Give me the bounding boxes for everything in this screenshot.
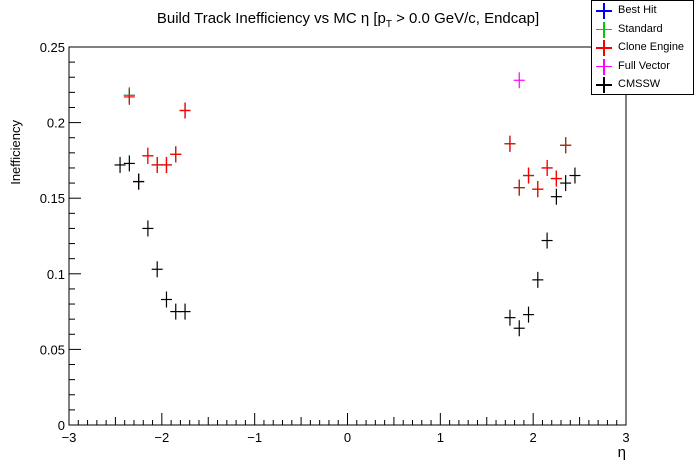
legend-label: Standard [618,22,663,35]
data-point [179,303,191,320]
data-point [560,137,572,154]
data-point [170,146,182,163]
legend-entry: Full Vector [592,58,693,76]
series-full-vector [513,72,525,89]
data-point [513,179,525,196]
chart-title-rest: > 0.0 GeV/c, Endcap] [392,10,539,27]
data-point [114,156,126,173]
plot-frame [68,46,627,426]
y-tick-label: 0.05 [40,342,65,357]
legend-entry: CMSSW [592,76,693,94]
data-point [151,156,163,173]
data-point [513,320,525,337]
data-point [541,232,553,249]
data-point [532,271,544,288]
x-tick-label: −3 [62,430,77,445]
y-tick-label: 0 [58,418,65,433]
legend-label: Full Vector [618,59,670,72]
x-tick-label: 0 [344,430,351,445]
series-clone-engine [123,88,572,198]
x-tick-label: −1 [247,430,262,445]
y-tick-label: 0.2 [47,116,65,131]
data-point [170,303,182,320]
data-point [560,175,572,192]
chart-title: Build Track Inefficiency vs MC η [pT > 0… [157,10,539,30]
data-point [160,291,172,308]
legend-label: CMSSW [618,78,661,91]
data-point [504,309,516,326]
data-point [160,156,172,173]
chart-title-main: Build Track Inefficiency vs MC η [p [157,10,386,27]
legend-marker [596,3,612,19]
legend-marker [596,77,612,94]
data-point [123,88,135,105]
data-point [179,102,191,119]
series-standard [123,87,572,198]
series-best-hit [123,87,572,198]
x-tick-label: 1 [437,430,444,445]
x-tick-label: 3 [622,430,629,445]
data-point [523,306,535,323]
data-point [550,188,562,205]
data-point [532,181,544,198]
x-tick-label: 2 [530,430,537,445]
legend-marker [596,21,612,38]
legend-entry: Clone Engine [592,39,693,57]
legend-marker [596,40,612,57]
data-point [151,261,163,278]
data-point [123,155,135,172]
legend-label: Best Hit [618,4,657,16]
x-axis-label: η [618,444,626,461]
y-tick-label: 0.25 [40,40,65,55]
series-cmssw [114,155,581,337]
y-axis-label: Inefficiency [8,120,23,185]
legend-label: Clone Engine [618,41,685,54]
legend-marker [596,58,612,75]
data-point [133,173,145,190]
data-point [142,147,154,164]
data-point [504,135,516,152]
data-point [142,220,154,237]
data-point [523,167,535,184]
y-tick-label: 0.1 [47,267,65,282]
data-point [513,72,525,89]
y-tick-label: 0.15 [40,191,65,206]
x-tick-label: −2 [154,430,169,445]
data-point [550,170,562,187]
data-point [541,159,553,176]
legend: Best Hit Standard Clone Engine Full Vector C… [591,0,694,95]
chart-title-subscript: T [386,19,392,30]
data-point [569,167,581,184]
legend-entry: Standard [592,21,693,39]
legend-entry: Best Hit [592,2,693,20]
